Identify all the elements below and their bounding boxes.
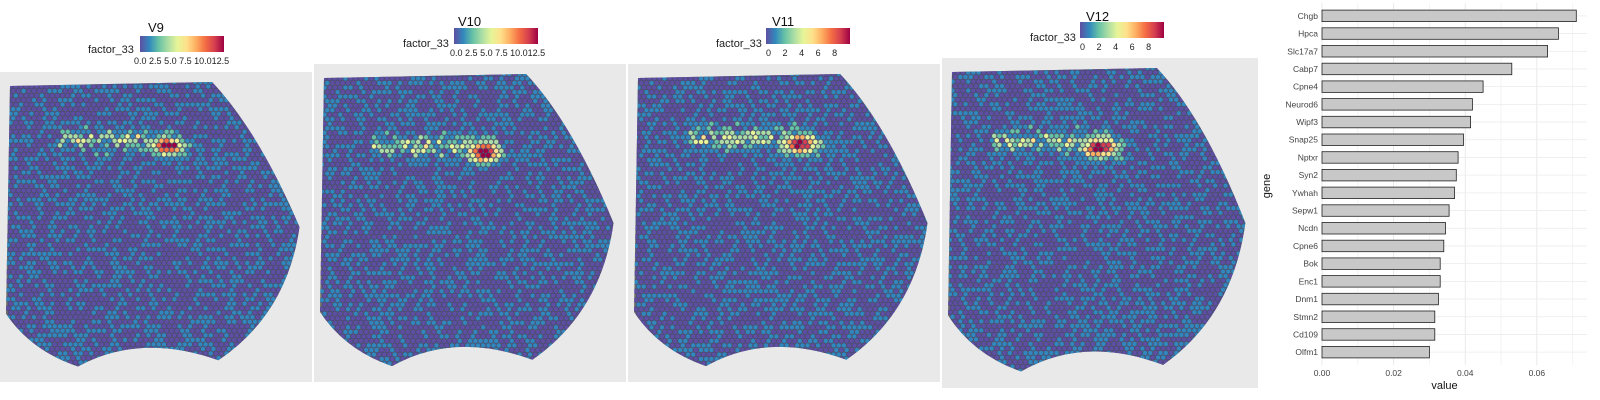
x-tick-label: 0.00 [1314, 368, 1331, 378]
y-axis-label: gene [1262, 174, 1273, 198]
y-tick-label: Cpne6 [1293, 241, 1318, 251]
x-tick-label: 0.06 [1529, 368, 1546, 378]
bar [1321, 275, 1441, 288]
bar [1321, 9, 1577, 23]
gene-loading-bar-chart: Chgb Hpca Slc17a7 Cabp7 Cpne4 Neurod6 Wipf3 Sna… [1262, 3, 1587, 392]
y-tick-label: Stmn2 [1293, 312, 1318, 322]
panel-v9: V9 factor_33 0.0 2.5 5.0 7.5 10.012.5 [0, 0, 312, 400]
y-tick-label: Slc17a7 [1287, 46, 1318, 56]
bar [1321, 98, 1473, 111]
panel-title: V12 [1086, 9, 1110, 24]
tissue-map-v9 [0, 72, 312, 382]
y-tick-label: Cabp7 [1293, 64, 1318, 74]
bar [1321, 168, 1457, 182]
bar [1321, 310, 1436, 323]
bar [1321, 115, 1472, 129]
legend-label: factor_33 [88, 44, 134, 56]
y-tick-label: Ywhah [1292, 188, 1318, 198]
bar [1321, 151, 1459, 164]
tissue-map-v10 [314, 64, 626, 382]
bar [1321, 239, 1445, 253]
x-tick-label: 0.02 [1385, 368, 1402, 378]
colorbar-ticks: 0.0 2.5 5.0 7.5 10.012.5 [450, 48, 546, 58]
x-axis-label: value [1431, 380, 1457, 392]
bar [1321, 328, 1436, 341]
y-tick-label: Ncdn [1298, 223, 1318, 233]
y-tick-label: Sepw1 [1292, 206, 1318, 216]
y-tick-label: Cd109 [1293, 329, 1318, 339]
bar [1321, 222, 1446, 235]
y-tick-label: Snap25 [1289, 135, 1319, 145]
colorbar-ticks: 0 2 4 6 8 [1080, 42, 1152, 52]
colorbar [766, 28, 850, 44]
tissue-map-v12 [942, 58, 1258, 388]
colorbar [140, 36, 224, 52]
y-tick-label: Neurod6 [1285, 99, 1318, 109]
bar [1321, 186, 1455, 200]
y-tick-label: Olfm1 [1295, 347, 1318, 357]
panel-v11: V11 factor_33 0 2 4 6 8 [628, 0, 940, 400]
panel-title: V10 [458, 14, 482, 29]
legend-label: factor_33 [1030, 32, 1076, 44]
tissue-map-v11 [628, 64, 940, 382]
bar [1321, 27, 1559, 40]
colorbar [454, 28, 538, 44]
y-tick-label: Bok [1303, 259, 1318, 269]
bar [1321, 204, 1450, 217]
y-tick-label: Syn2 [1299, 170, 1319, 180]
colorbar-ticks: 0 2 4 6 8 [766, 48, 838, 58]
bar [1321, 45, 1549, 58]
bar [1321, 257, 1441, 270]
y-tick-label: Nptxr [1298, 152, 1318, 162]
y-tick-label: Hpca [1298, 29, 1318, 39]
legend-label: factor_33 [403, 38, 449, 50]
y-tick-label: Chgb [1298, 11, 1319, 21]
bar [1321, 133, 1464, 146]
legend-label: factor_33 [716, 38, 762, 50]
panel-v12: V12 factor_33 0 2 4 6 8 [942, 0, 1258, 400]
y-tick-label: Enc1 [1299, 276, 1319, 286]
x-tick-label: 0.04 [1457, 368, 1474, 378]
y-tick-label: Wipf3 [1296, 117, 1318, 127]
bar [1321, 80, 1484, 93]
panel-v10: V10 factor_33 0.0 2.5 5.0 7.5 10.012.5 [314, 0, 626, 400]
bar [1321, 345, 1430, 359]
colorbar [1080, 22, 1164, 38]
bar [1321, 292, 1439, 306]
panel-title: V11 [772, 14, 795, 29]
y-tick-label: Dnm1 [1295, 294, 1318, 304]
panel-title: V9 [148, 20, 164, 35]
y-tick-label: Cpne4 [1293, 82, 1318, 92]
colorbar-ticks: 0.0 2.5 5.0 7.5 10.012.5 [134, 56, 230, 66]
bar [1321, 62, 1513, 76]
